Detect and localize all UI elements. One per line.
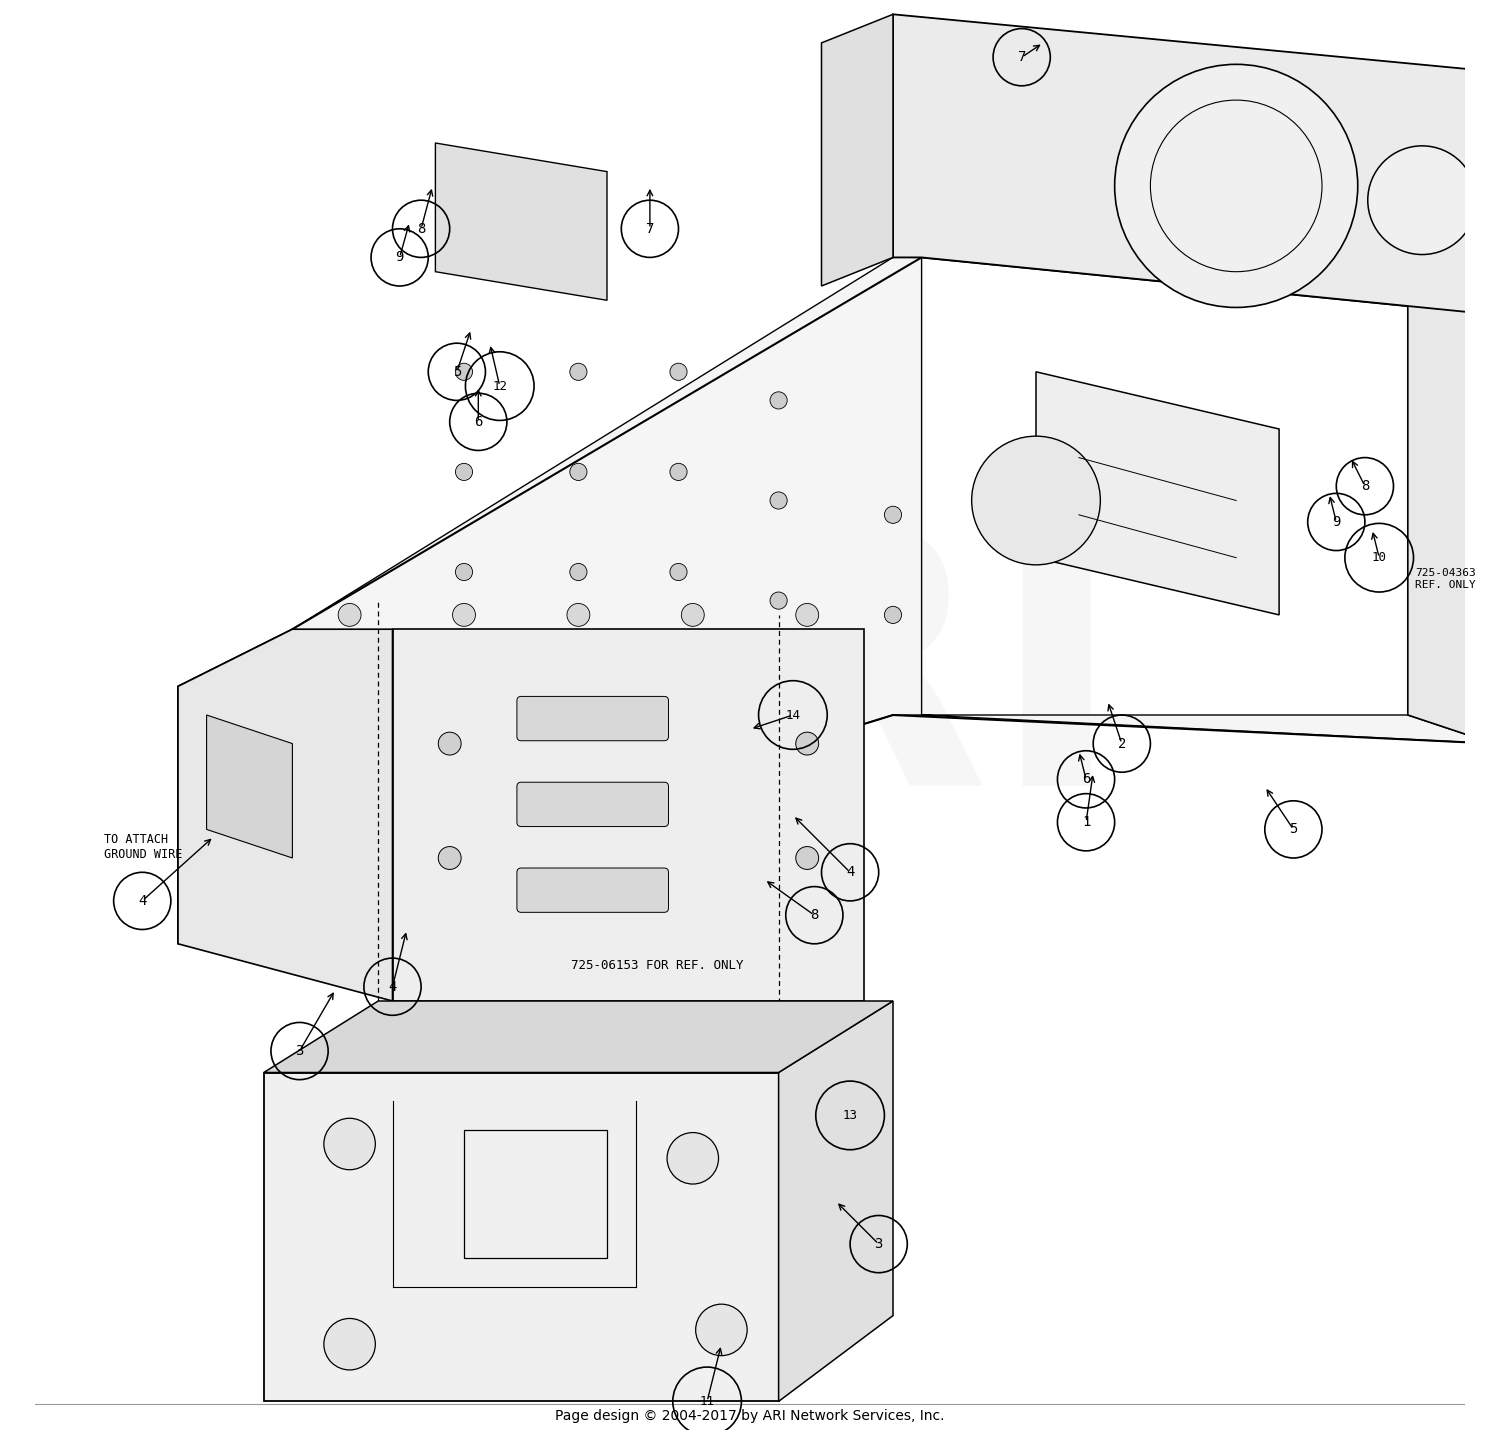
Text: 8: 8 [1360, 479, 1370, 493]
Text: 1: 1 [1082, 815, 1090, 829]
Text: 7: 7 [1017, 50, 1026, 64]
Circle shape [453, 603, 476, 626]
Text: 6: 6 [1082, 772, 1090, 787]
FancyBboxPatch shape [518, 868, 669, 912]
Text: 4: 4 [846, 865, 855, 879]
Text: 11: 11 [699, 1394, 714, 1409]
Text: 725-04363
REF. ONLY: 725-04363 REF. ONLY [1414, 568, 1476, 591]
Circle shape [338, 603, 362, 626]
Circle shape [438, 847, 460, 869]
Text: 4: 4 [388, 980, 396, 994]
Polygon shape [264, 1001, 892, 1072]
Circle shape [670, 563, 687, 581]
Circle shape [696, 1304, 747, 1356]
Circle shape [796, 603, 819, 626]
Circle shape [324, 1118, 375, 1170]
Circle shape [570, 363, 586, 380]
Text: 12: 12 [492, 379, 507, 393]
Text: 3: 3 [874, 1237, 884, 1251]
Polygon shape [1408, 257, 1494, 744]
Text: 4: 4 [138, 894, 147, 908]
Text: 13: 13 [843, 1108, 858, 1123]
Polygon shape [1036, 372, 1280, 615]
Text: 8: 8 [810, 908, 819, 922]
Text: 14: 14 [786, 708, 801, 722]
Circle shape [770, 492, 788, 509]
Circle shape [681, 603, 703, 626]
Circle shape [885, 606, 902, 623]
Circle shape [567, 603, 590, 626]
Text: 2: 2 [1118, 736, 1126, 751]
Text: 7: 7 [645, 222, 654, 236]
Text: 9: 9 [396, 250, 404, 265]
Circle shape [456, 463, 472, 480]
Circle shape [885, 506, 902, 523]
Circle shape [770, 592, 788, 609]
FancyBboxPatch shape [518, 696, 669, 741]
Circle shape [796, 847, 819, 869]
Text: ARI: ARI [432, 512, 1125, 861]
Circle shape [668, 1133, 718, 1184]
Circle shape [796, 732, 819, 755]
Text: 3: 3 [296, 1044, 303, 1058]
Text: 725-06153 FOR REF. ONLY: 725-06153 FOR REF. ONLY [572, 958, 744, 972]
Text: Page design © 2004-2017 by ARI Network Services, Inc.: Page design © 2004-2017 by ARI Network S… [555, 1409, 945, 1423]
Polygon shape [264, 1072, 778, 1401]
Circle shape [570, 563, 586, 581]
Circle shape [456, 363, 472, 380]
Polygon shape [822, 14, 892, 286]
Text: 8: 8 [417, 222, 426, 236]
Text: 5: 5 [1288, 822, 1298, 837]
Polygon shape [435, 143, 608, 300]
Polygon shape [178, 257, 1494, 944]
Text: 5: 5 [453, 365, 460, 379]
FancyBboxPatch shape [518, 782, 669, 827]
Polygon shape [178, 629, 292, 944]
Circle shape [670, 463, 687, 480]
Text: 9: 9 [1332, 515, 1341, 529]
Circle shape [438, 732, 460, 755]
Circle shape [1368, 146, 1476, 255]
Circle shape [570, 463, 586, 480]
Circle shape [972, 436, 1101, 565]
Circle shape [670, 363, 687, 380]
Circle shape [770, 392, 788, 409]
Polygon shape [778, 1001, 892, 1401]
Text: TO ATTACH
GROUND WIRE: TO ATTACH GROUND WIRE [104, 832, 182, 861]
Text: 10: 10 [1371, 551, 1386, 565]
Polygon shape [892, 14, 1494, 315]
Circle shape [324, 1318, 375, 1370]
Text: 6: 6 [474, 415, 483, 429]
Polygon shape [393, 629, 864, 1001]
Polygon shape [178, 629, 393, 1001]
Polygon shape [207, 715, 292, 858]
Circle shape [456, 563, 472, 581]
Circle shape [1114, 64, 1358, 307]
